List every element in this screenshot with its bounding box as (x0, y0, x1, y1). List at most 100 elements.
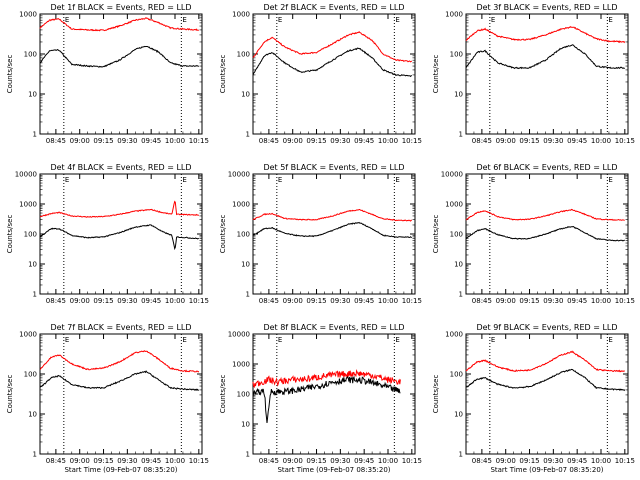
event-marker-label: E (395, 336, 399, 344)
event-marker-label: E (182, 336, 186, 344)
detector-panel-6: Det 6f BLACK = Events, RED = LLD 10000 100… (426, 160, 639, 320)
x-tick-label: 10:15 (402, 137, 422, 145)
x-axis-label: Start Time (09-Feb-07 08:35:20) (277, 466, 390, 474)
y-tick-label: 1000 (232, 11, 250, 19)
x-tick-label: 08:45 (259, 457, 279, 465)
plot-frame (39, 13, 203, 135)
plot-frame (39, 333, 203, 455)
y-axis-label: Counts/sec (432, 375, 440, 414)
events-series-line (465, 368, 626, 392)
event-marker-label: E (608, 176, 612, 184)
y-tick-label: 10000 (15, 171, 37, 179)
x-tick-label: 09:15 (519, 457, 539, 465)
x-tick-label: 09:45 (567, 457, 587, 465)
detector-panel-3: Det 3f BLACK = Events, RED = LLD 1000 100 1… (426, 0, 639, 160)
lld-series-line (39, 17, 200, 32)
y-tick-label: 10000 (228, 331, 250, 339)
event-marker-label: E (65, 16, 69, 24)
chart-svg: Det 1f BLACK = Events, RED = LLD 1000 100 1… (6, 3, 209, 145)
x-tick-label: 10:00 (591, 297, 611, 305)
x-tick-label: 08:45 (46, 297, 66, 305)
y-tick-label: 10 (241, 261, 250, 269)
x-tick-label: 10:15 (402, 297, 422, 305)
x-tick-label: 08:45 (472, 297, 492, 305)
y-tick-label: 1 (33, 291, 37, 299)
lld-series-line (252, 368, 401, 389)
x-tick-label: 08:45 (46, 457, 66, 465)
x-tick-label: 09:30 (330, 297, 350, 305)
y-axis-label: Counts/sec (219, 55, 227, 94)
detector-panel-4: Det 4f BLACK = Events, RED = LLD 10000 100… (0, 160, 213, 320)
x-tick-label: 10:00 (165, 297, 185, 305)
y-tick-label: 10 (28, 261, 37, 269)
y-tick-label: 1000 (232, 361, 250, 369)
y-tick-label: 1 (459, 291, 463, 299)
x-tick-label: 08:45 (259, 137, 279, 145)
y-tick-label: 1 (246, 451, 250, 459)
x-tick-label: 09:15 (93, 457, 113, 465)
x-tick-label: 10:00 (165, 137, 185, 145)
x-tick-label: 10:15 (615, 457, 635, 465)
event-marker-label: E (395, 176, 399, 184)
event-marker-label: E (491, 336, 495, 344)
x-tick-label: 09:00 (283, 297, 303, 305)
y-tick-label: 1 (246, 291, 250, 299)
x-tick-label: 10:00 (591, 137, 611, 145)
x-tick-label: 09:15 (306, 297, 326, 305)
y-tick-label: 100 (24, 371, 37, 379)
lld-series-line (252, 209, 412, 222)
events-series-line (252, 47, 412, 78)
detector-panel-9: Det 9f BLACK = Events, RED = LLD 1000 100 1… (426, 320, 639, 480)
x-tick-label: 09:15 (519, 137, 539, 145)
y-tick-label: 100 (24, 51, 37, 59)
x-tick-label: 09:15 (306, 137, 326, 145)
chart-svg: Det 5f BLACK = Events, RED = LLD10000100… (219, 163, 422, 305)
y-axis-label: Counts/sec (219, 215, 227, 254)
x-tick-label: 09:30 (117, 297, 137, 305)
detector-panel-1: Det 1f BLACK = Events, RED = LLD 1000 100 1… (0, 0, 213, 160)
x-tick-label: 09:00 (283, 457, 303, 465)
y-tick-label: 1 (459, 451, 463, 459)
y-tick-label: 100 (450, 231, 463, 239)
x-tick-label: 09:30 (543, 457, 563, 465)
plot-frame (465, 333, 629, 455)
x-tick-label: 09:30 (543, 297, 563, 305)
event-marker-label: E (491, 16, 495, 24)
lld-series-line (252, 30, 413, 63)
x-tick-label: 10:15 (189, 137, 209, 145)
chart-svg: Det 4f BLACK = Events, RED = LLD10000100… (6, 163, 209, 305)
x-tick-label: 10:15 (402, 457, 422, 465)
x-tick-label: 09:00 (70, 297, 90, 305)
y-tick-label: 1 (33, 451, 37, 459)
x-tick-label: 09:15 (306, 457, 326, 465)
x-tick-label: 10:15 (615, 137, 635, 145)
chart-title: Det 1f BLACK = Events, RED = LLD (50, 3, 191, 12)
event-marker-label: E (278, 16, 282, 24)
event-marker-label: E (278, 336, 282, 344)
chart-svg: Det 3f BLACK = Events, RED = LLD 1000 100 1… (432, 3, 635, 145)
x-tick-label: 09:15 (93, 297, 113, 305)
chart-title: Det 9f BLACK = Events, RED = LLD (476, 323, 617, 332)
y-axis-label: Counts/sec (6, 375, 14, 414)
x-tick-label: 10:00 (165, 457, 185, 465)
x-tick-label: 09:45 (141, 457, 161, 465)
x-tick-label: 09:00 (70, 457, 90, 465)
x-tick-label: 08:45 (259, 297, 279, 305)
chart-title: Det 6f BLACK = Events, RED = LLD (476, 163, 617, 172)
y-axis-label: Counts/sec (6, 55, 14, 94)
event-marker-label: E (608, 16, 612, 24)
y-tick-label: 1000 (445, 201, 463, 209)
y-tick-label: 100 (24, 231, 37, 239)
y-tick-label: 10000 (441, 171, 463, 179)
event-marker-label: E (491, 176, 495, 184)
y-tick-label: 100 (237, 51, 250, 59)
y-tick-label: 100 (237, 391, 250, 399)
x-tick-label: 09:30 (330, 137, 350, 145)
event-marker-label: E (65, 336, 69, 344)
x-tick-label: 09:15 (93, 137, 113, 145)
y-tick-label: 10 (241, 91, 250, 99)
y-tick-label: 1 (33, 131, 37, 139)
x-tick-label: 10:00 (378, 297, 398, 305)
y-tick-label: 10000 (228, 171, 250, 179)
